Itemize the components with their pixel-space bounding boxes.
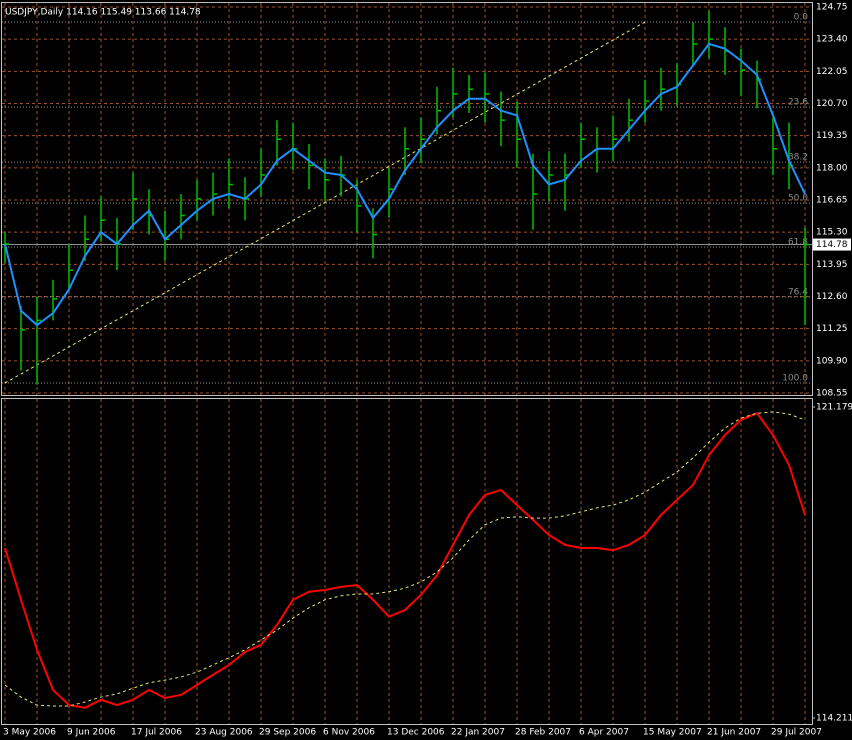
- y-tick-label: 108.55: [816, 389, 848, 399]
- x-tick-label: 29 Jul 2007: [771, 728, 822, 738]
- y-tick-label: 111.25: [816, 324, 848, 334]
- y-tick-label: 114.211: [816, 714, 852, 724]
- chart-title: USDJPY,Daily 114.16 115.49 113.66 114.78: [5, 8, 201, 18]
- y-tick-label: 124.75: [816, 3, 848, 13]
- y-tick-label: 113.95: [816, 260, 848, 270]
- price-panel-frame: [1, 2, 813, 396]
- y-tick-label: 122.05: [816, 67, 848, 77]
- x-tick-label: 21 Jun 2007: [707, 728, 761, 738]
- x-tick-label: 9 Jun 2006: [67, 728, 116, 738]
- x-tick-label: 13 Dec 2006: [387, 728, 445, 738]
- fib-label: 100.0: [782, 373, 808, 383]
- last-price-box: [813, 238, 851, 251]
- fib-label: 76.4: [788, 287, 808, 297]
- y-tick-label: 112.60: [816, 292, 848, 302]
- fib-label: 38.2: [788, 153, 808, 163]
- x-tick-label: 6 Apr 2007: [579, 728, 629, 738]
- x-tick-label: 29 Sep 2006: [259, 728, 316, 738]
- fib-label: 50.0: [788, 194, 808, 204]
- x-tick-label: 23 Aug 2006: [195, 728, 253, 738]
- fib-label: 61.8: [788, 237, 808, 247]
- indicator-panel-frame: [1, 398, 813, 725]
- y-tick-label: 120.70: [816, 99, 848, 109]
- last-price-label: 114.78: [816, 240, 848, 250]
- y-tick-label: 118.00: [816, 163, 848, 173]
- y-tick-label: 123.40: [816, 35, 848, 45]
- y-tick-label: 109.90: [816, 356, 848, 366]
- y-tick-label: 119.35: [816, 131, 848, 141]
- x-tick-label: 22 Jan 2007: [451, 728, 505, 738]
- moving-average: [4, 42, 806, 327]
- fib-label: 23.6: [788, 98, 808, 108]
- fib-label: 0.0: [794, 13, 809, 23]
- x-tick-label: 17 Jul 2006: [131, 728, 182, 738]
- x-tick-label: 15 May 2007: [643, 728, 702, 738]
- y-tick-label: 121.179: [816, 403, 852, 413]
- y-tick-label: 116.65: [816, 196, 848, 206]
- x-tick-label: 28 Feb 2007: [515, 728, 571, 738]
- x-tick-label: 6 Nov 2006: [323, 728, 375, 738]
- indicator-line: [4, 411, 806, 709]
- y-tick-label: 115.30: [816, 228, 848, 238]
- trendline: [4, 21, 646, 384]
- x-tick-label: 3 May 2006: [3, 728, 56, 738]
